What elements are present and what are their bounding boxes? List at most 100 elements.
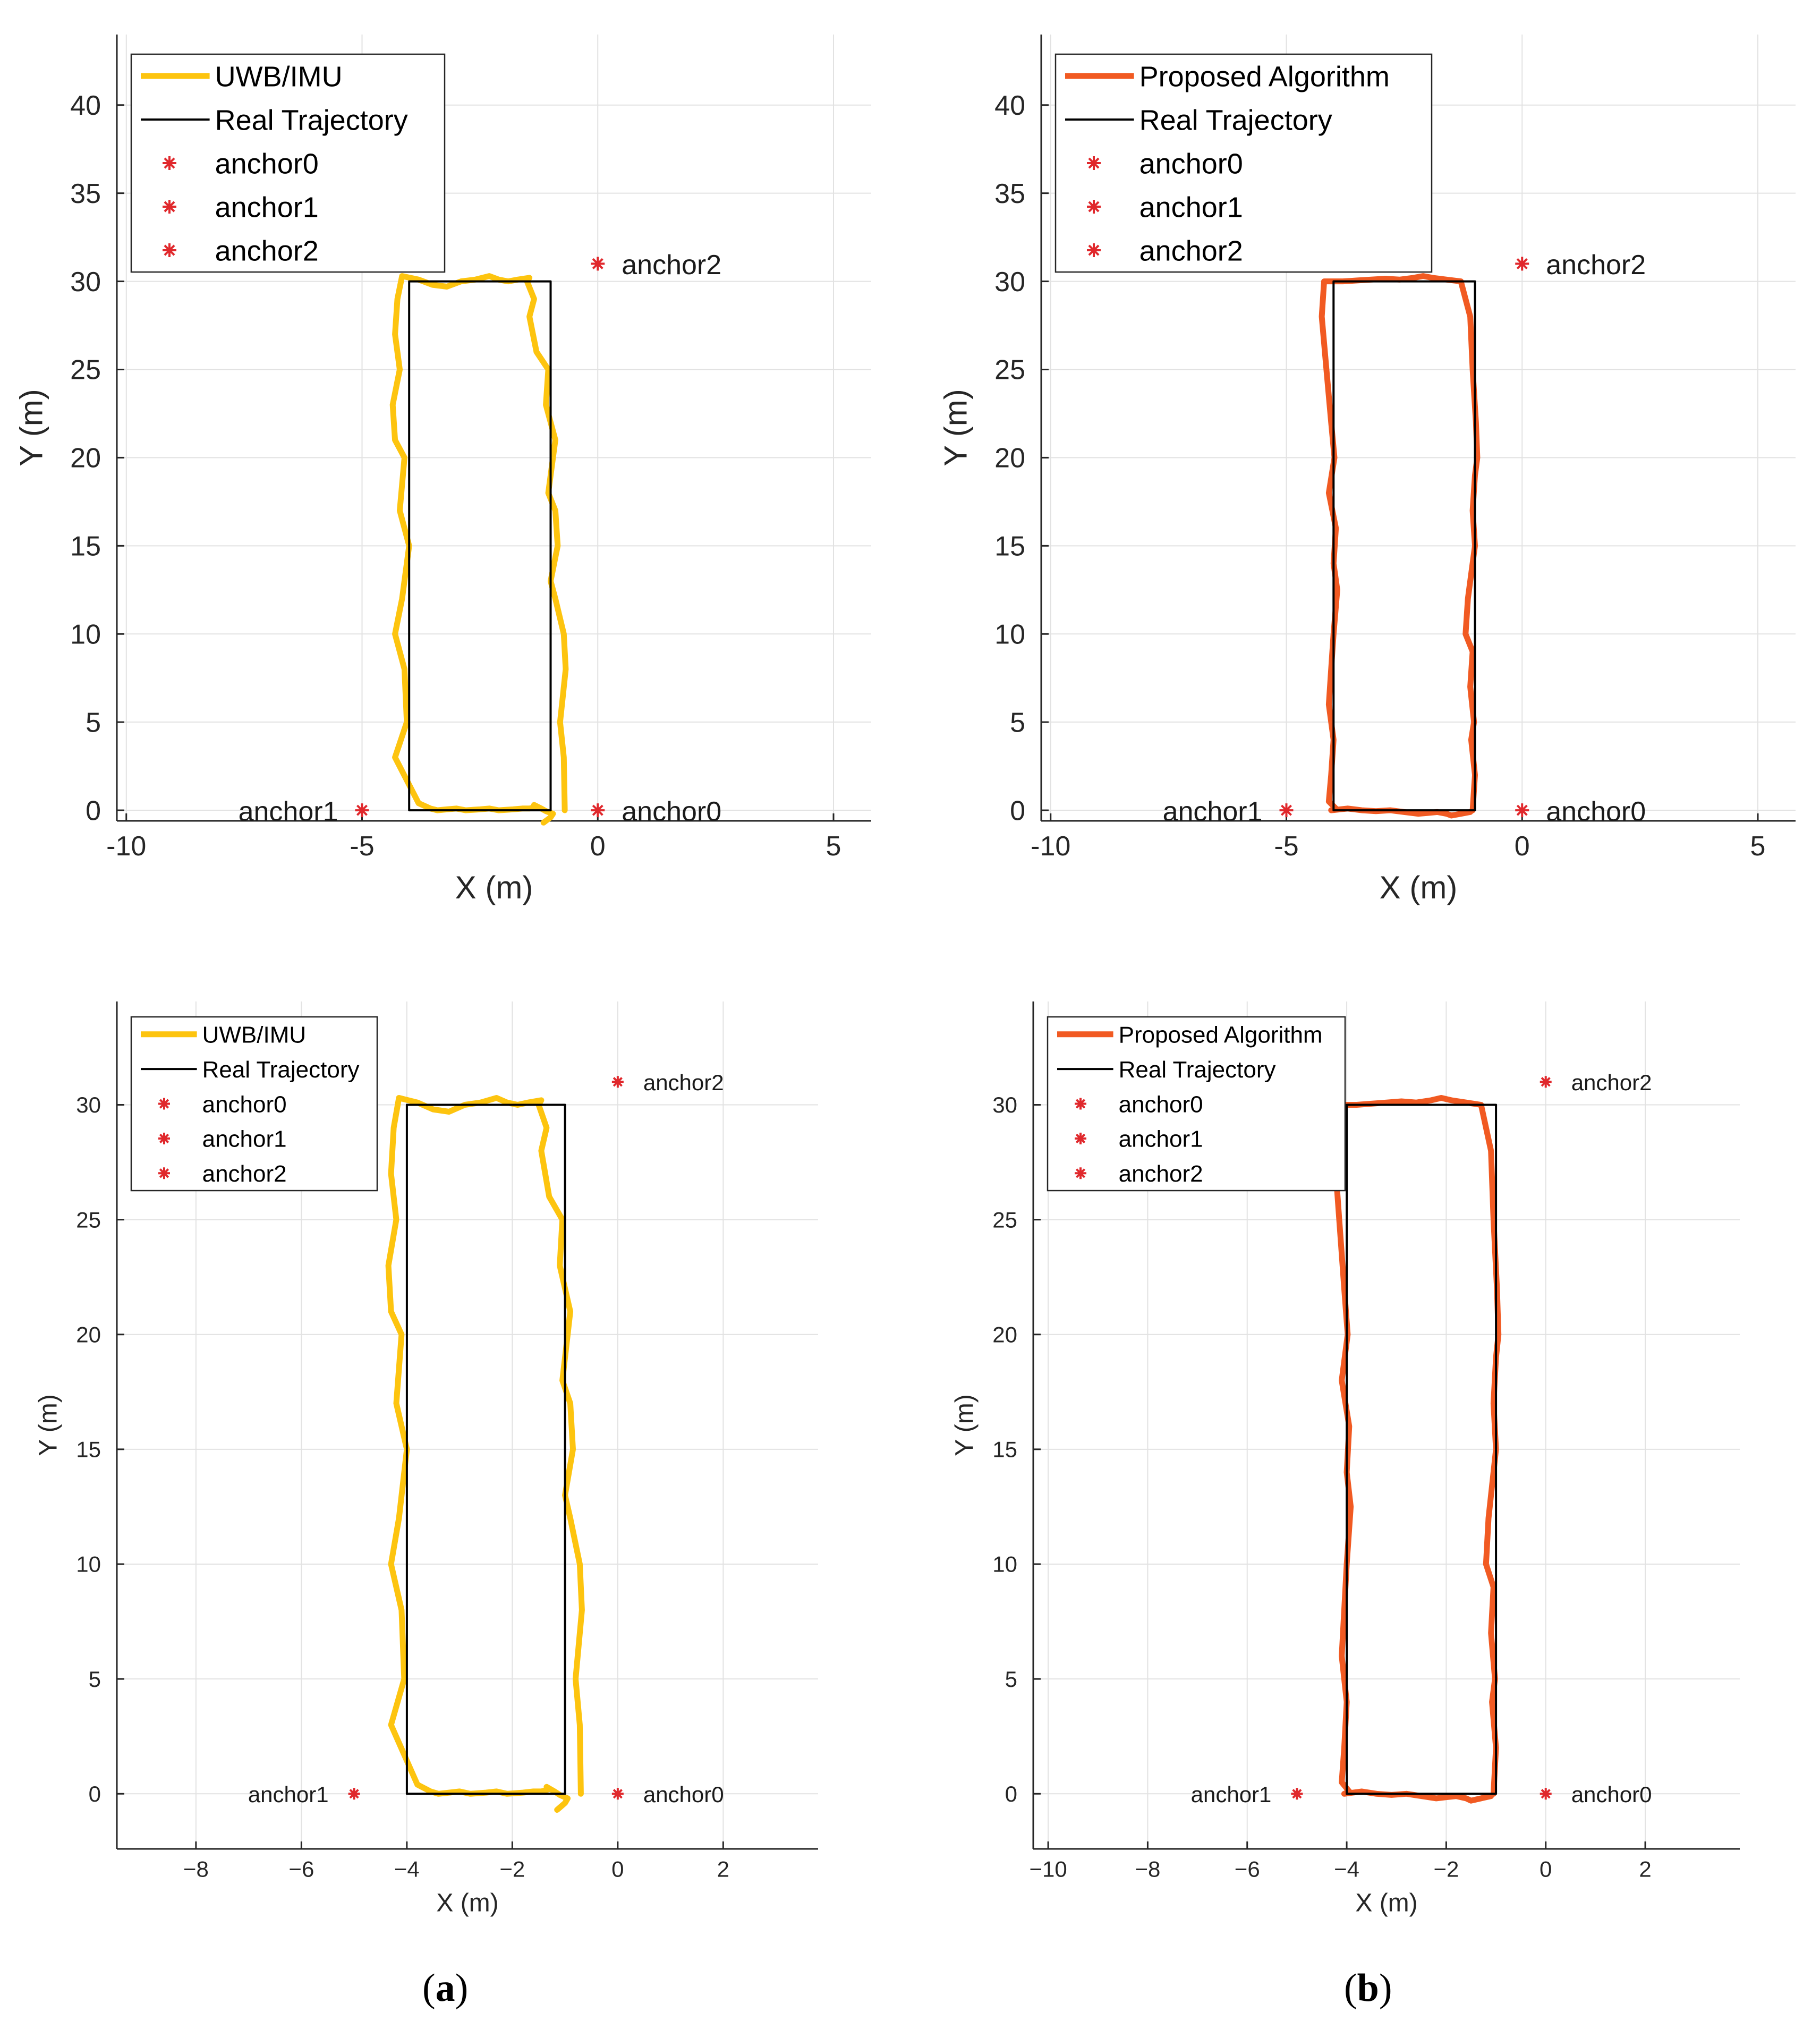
y-tick-label: 10 [994, 619, 1025, 650]
y-axis-label: Y (m) [35, 1394, 63, 1456]
anchor-marker-anchor2 [591, 257, 605, 271]
anchor-marker-anchor0 [611, 1788, 624, 1800]
y-tick-label: 10 [70, 619, 101, 650]
y-tick-label: 5 [1010, 707, 1025, 738]
x-tick-label: 0 [1540, 1857, 1552, 1882]
x-tick-label: −8 [1135, 1857, 1160, 1882]
y-tick-label: 30 [992, 1092, 1017, 1117]
legend-label: anchor1 [215, 191, 319, 223]
x-axis-label: X (m) [1380, 870, 1458, 905]
x-tick-label: 2 [1639, 1857, 1651, 1882]
legend-label: anchor1 [1139, 191, 1243, 223]
anchor-marker-anchor1 [1279, 803, 1294, 818]
legend: UWB/IMU Real Trajectory anchor0 anchor1 anch… [130, 53, 446, 273]
annotation-anchor0: anchor0 [643, 1782, 724, 1807]
y-tick-label: 20 [70, 443, 101, 474]
anchor-marker-anchor0 [1515, 803, 1529, 818]
x-tick-label: -5 [1274, 831, 1298, 862]
y-tick-label: 25 [70, 355, 101, 386]
anchor-marker-anchor1 [355, 803, 369, 818]
anchor-marker-anchor0 [1540, 1788, 1552, 1800]
y-tick-label: 15 [994, 531, 1025, 562]
y-tick-label: 0 [86, 795, 101, 826]
y-tick-label: 5 [1005, 1667, 1017, 1692]
x-tick-label: 0 [1515, 831, 1530, 862]
legend-swatch-anchor1 [1075, 1132, 1086, 1144]
legend-label: anchor2 [202, 1161, 287, 1187]
y-tick-label: 0 [1010, 795, 1025, 826]
x-axis-label: X (m) [436, 1889, 498, 1917]
legend-label: anchor2 [215, 235, 319, 267]
legend-label: UWB/IMU [202, 1022, 307, 1048]
anchor-marker-anchor1 [1291, 1788, 1303, 1800]
series-real [405, 1103, 566, 1795]
x-tick-label: −2 [1433, 1857, 1459, 1882]
annotation-anchor2: anchor2 [622, 250, 721, 281]
y-axis-label: Y (m) [951, 1394, 979, 1456]
x-tick-label: −8 [183, 1857, 209, 1882]
legend-label: Real Trajectory [202, 1057, 360, 1083]
annotation-anchor1: anchor1 [248, 1782, 329, 1807]
y-tick-label: 30 [70, 267, 101, 298]
y-axis-label: Y (m) [938, 389, 973, 466]
anchor-marker-anchor2 [1515, 257, 1529, 271]
legend-label: Real Trajectory [215, 104, 408, 136]
annotation-anchor2: anchor2 [643, 1070, 724, 1095]
x-tick-label: −2 [499, 1857, 525, 1882]
x-tick-label: -10 [106, 831, 146, 862]
anchor-marker-anchor2 [611, 1076, 624, 1088]
annotation-anchor0: anchor0 [1571, 1782, 1652, 1807]
legend: Proposed Algorithm Real Trajectory anchor0… [1054, 53, 1433, 273]
anchor-marker-anchor1 [348, 1788, 360, 1800]
y-tick-label: 25 [76, 1207, 101, 1232]
y-tick-label: 25 [994, 355, 1025, 386]
y-tick-label: 25 [992, 1207, 1017, 1232]
series-real [1332, 280, 1476, 812]
annotation-anchor1: anchor1 [1191, 1782, 1272, 1807]
x-tick-label: -10 [1031, 831, 1070, 862]
y-tick-label: 30 [994, 267, 1025, 298]
legend-box [130, 1016, 378, 1192]
y-tick-label: 0 [1005, 1781, 1017, 1806]
annotation-anchor1: anchor1 [1163, 796, 1263, 827]
legend-label: anchor1 [202, 1126, 287, 1152]
legend-label: anchor0 [1119, 1091, 1203, 1117]
y-tick-label: 35 [70, 179, 101, 209]
series-uwb [385, 1095, 585, 1813]
legend-label: Proposed Algorithm [1119, 1022, 1323, 1048]
legend-swatch-anchor1 [158, 1132, 170, 1144]
x-tick-label: 0 [590, 831, 606, 862]
y-tick-label: 15 [992, 1437, 1017, 1462]
x-tick-label: −4 [1334, 1857, 1359, 1882]
legend-swatch-anchor1 [1087, 200, 1101, 214]
y-axis-label: Y (m) [13, 389, 49, 466]
x-tick-label: −10 [1029, 1857, 1067, 1882]
annotation-anchor0: anchor0 [622, 796, 721, 827]
legend-label: UWB/IMU [215, 61, 343, 92]
caption-a: (a) [422, 1966, 469, 2010]
legend-label: anchor0 [215, 148, 319, 180]
legend-label: Real Trajectory [1119, 1057, 1276, 1083]
legend-swatch-anchor0 [1087, 156, 1101, 170]
y-tick-label: 30 [76, 1092, 101, 1117]
y-tick-label: 5 [86, 707, 101, 738]
x-tick-label: −6 [288, 1857, 314, 1882]
x-tick-label: 2 [717, 1857, 729, 1882]
y-tick-label: 20 [992, 1322, 1017, 1347]
y-tick-label: 20 [76, 1322, 101, 1347]
x-tick-label: −4 [394, 1857, 420, 1882]
legend-swatch-anchor0 [163, 156, 176, 170]
chart-panel-1: -10 -5 0 5 0 5 10 15 20 25 30 35 40 X (m) Y (m) anchor0… [13, 35, 871, 905]
legend-label: anchor0 [202, 1091, 287, 1117]
legend-label: Proposed Algorithm [1139, 61, 1390, 92]
y-tick-label: 10 [992, 1552, 1017, 1577]
legend: Proposed Algorithm Real Trajectory anchor0… [1047, 1016, 1346, 1192]
series-real [408, 280, 552, 812]
legend-swatch-anchor0 [158, 1098, 170, 1110]
series-real [1346, 1103, 1498, 1795]
legend-label: anchor2 [1119, 1161, 1203, 1187]
legend-label: anchor1 [1119, 1126, 1203, 1152]
annotation-anchor1: anchor1 [239, 796, 338, 827]
